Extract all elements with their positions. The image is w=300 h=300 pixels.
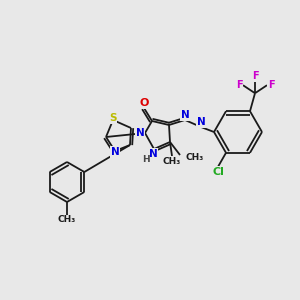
Text: N: N: [136, 128, 144, 138]
Text: Cl: Cl: [212, 167, 224, 177]
Text: F: F: [236, 80, 242, 90]
Text: F: F: [252, 71, 258, 81]
Text: CH₃: CH₃: [185, 154, 203, 163]
Text: CH₃: CH₃: [58, 215, 76, 224]
Text: N: N: [148, 149, 158, 159]
Text: CH₃: CH₃: [163, 157, 181, 166]
Text: S: S: [109, 113, 117, 123]
Text: O: O: [139, 98, 149, 108]
Text: N: N: [111, 147, 119, 157]
Text: N: N: [181, 110, 189, 120]
Text: F: F: [268, 80, 274, 90]
Text: N: N: [196, 117, 206, 127]
Text: H: H: [142, 155, 150, 164]
